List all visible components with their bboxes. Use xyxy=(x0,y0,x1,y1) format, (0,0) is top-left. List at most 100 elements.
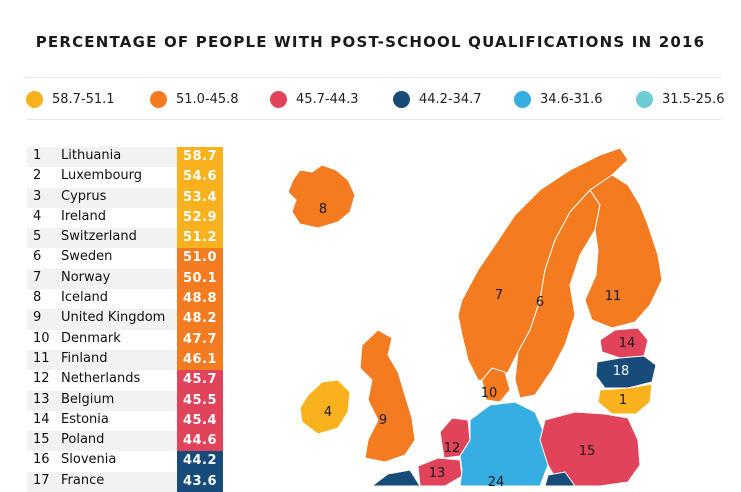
country-name: Netherlands xyxy=(61,371,141,387)
ranking-row: 4 Ireland 52.9 xyxy=(27,207,223,229)
ranking-row: 16 Slovenia 44.2 xyxy=(27,451,223,472)
country-name: Sweden xyxy=(61,249,113,265)
ranking-row: 14 Estonia 45.4 xyxy=(27,410,223,432)
rank-number: 9 xyxy=(33,310,42,326)
legend-item: 45.7-44.3 xyxy=(270,88,359,110)
row-background xyxy=(27,228,177,249)
legend: 58.7-51.1 51.0-45.8 45.7-44.3 44.2-34.7 … xyxy=(26,88,726,110)
map-label-belgium: 13 xyxy=(429,466,446,481)
rank-number: 8 xyxy=(33,290,42,306)
ranking-row: 2 Luxembourg 54.6 xyxy=(27,167,223,188)
ranking-table: 1 Lithuania 58.7 2 Luxembourg 54.6 3 Cyprus 53.4… xyxy=(27,147,223,492)
legend-label: 45.7-44.3 xyxy=(296,91,359,107)
value-cell: 44.2 xyxy=(177,451,223,472)
country-name: Poland xyxy=(61,432,105,448)
region-iceland xyxy=(287,164,356,229)
value-cell: 51.0 xyxy=(177,248,223,269)
country-name: Switzerland xyxy=(61,229,137,245)
map-label-latvia: 18 xyxy=(613,364,630,379)
value-cell: 45.7 xyxy=(177,370,223,391)
region-poland xyxy=(539,411,641,486)
legend-label: 34.6-31.6 xyxy=(540,91,603,107)
legend-label: 58.7-51.1 xyxy=(52,91,115,107)
ranking-row: 3 Cyprus 53.4 xyxy=(27,187,223,208)
rank-number: 3 xyxy=(33,188,42,204)
legend-swatch xyxy=(26,90,43,108)
legend-label: 51.0-45.8 xyxy=(176,91,239,107)
map-label-poland: 15 xyxy=(579,444,596,459)
value-cell: 45.4 xyxy=(177,410,223,432)
row-background xyxy=(27,390,177,411)
map-label-norway: 7 xyxy=(495,288,503,303)
map-label-netherlands: 12 xyxy=(444,441,461,456)
row-background xyxy=(27,187,177,208)
ranking-row: 11 Finland 46.1 xyxy=(27,349,223,371)
legend-item: 44.2-34.7 xyxy=(393,88,482,110)
ranking-row: 9 United Kingdom 48.2 xyxy=(27,309,223,330)
ranking-row: 1 Lithuania 58.7 xyxy=(27,147,223,168)
region-sweden xyxy=(514,189,601,399)
value-cell: 44.6 xyxy=(177,431,223,452)
ranking-row: 6 Sweden 51.0 xyxy=(27,248,223,269)
region-lithuania xyxy=(597,383,653,415)
legend-item: 58.7-51.1 xyxy=(26,88,115,110)
legend-item: 51.0-45.8 xyxy=(150,88,239,110)
legend-swatch xyxy=(636,90,653,108)
legend-swatch xyxy=(150,90,167,108)
value-cell: 54.6 xyxy=(177,167,223,188)
chart-title: PERCENTAGE OF PEOPLE WITH POST-SCHOOL QU… xyxy=(35,33,706,51)
value-cell: 47.7 xyxy=(177,329,223,350)
legend-label: 31.5-25.6 xyxy=(662,91,725,107)
region-france xyxy=(371,469,421,486)
value-cell: 52.9 xyxy=(177,207,223,229)
rank-number: 5 xyxy=(33,229,42,245)
value-cell: 48.2 xyxy=(177,309,223,330)
legend-item: 34.6-31.6 xyxy=(514,88,603,110)
row-background xyxy=(27,268,177,290)
country-name: Luxembourg xyxy=(61,168,143,184)
region-germany xyxy=(459,401,549,486)
region-czechia xyxy=(544,471,576,486)
region-uk xyxy=(359,329,416,463)
country-name: Finland xyxy=(61,350,108,366)
legend-label: 44.2-34.7 xyxy=(419,91,482,107)
rank-number: 11 xyxy=(33,350,50,366)
rank-number: 15 xyxy=(33,432,50,448)
country-name: Slovenia xyxy=(61,452,117,468)
value-cell: 50.1 xyxy=(177,268,223,290)
map-label-ireland: 4 xyxy=(324,405,332,420)
map-label-sweden: 6 xyxy=(536,295,544,310)
country-name: France xyxy=(61,472,105,488)
value-cell: 48.8 xyxy=(177,289,223,310)
map-label-estonia: 14 xyxy=(619,336,636,351)
row-background xyxy=(27,147,177,168)
ranking-row: 8 Iceland 48.8 xyxy=(27,289,223,310)
legend-swatch xyxy=(514,90,531,108)
rank-number: 2 xyxy=(33,168,42,184)
region-estonia xyxy=(599,327,649,359)
country-name: Belgium xyxy=(61,391,115,407)
legend-swatch xyxy=(270,90,287,108)
country-name: United Kingdom xyxy=(61,310,166,326)
ranking-row: 5 Switzerland 51.2 xyxy=(27,228,223,249)
map-label-germany: 24 xyxy=(488,475,505,486)
rank-number: 16 xyxy=(33,452,50,468)
rank-number: 1 xyxy=(33,148,42,163)
legend-item: 31.5-25.6 xyxy=(636,88,725,110)
map-label-lithuania: 1 xyxy=(619,393,627,408)
rank-number: 13 xyxy=(33,391,50,407)
rank-number: 17 xyxy=(33,472,50,488)
ranking-row: 12 Netherlands 45.7 xyxy=(27,370,223,391)
row-background xyxy=(27,309,177,330)
country-name: Norway xyxy=(61,269,111,285)
value-cell: 46.1 xyxy=(177,349,223,371)
row-background xyxy=(27,431,177,452)
map-label-denmark: 10 xyxy=(481,386,498,401)
europe-map: 8 7 6 11 14 18 1 10 4 9 12 13 15 24 xyxy=(287,147,663,486)
country-name: Estonia xyxy=(61,411,109,427)
top-divider xyxy=(26,77,721,78)
rank-number: 14 xyxy=(33,411,50,427)
map-label-finland: 11 xyxy=(605,289,622,304)
ranking-row: 17 France 43.6 xyxy=(27,471,223,492)
region-ireland xyxy=(299,379,351,435)
